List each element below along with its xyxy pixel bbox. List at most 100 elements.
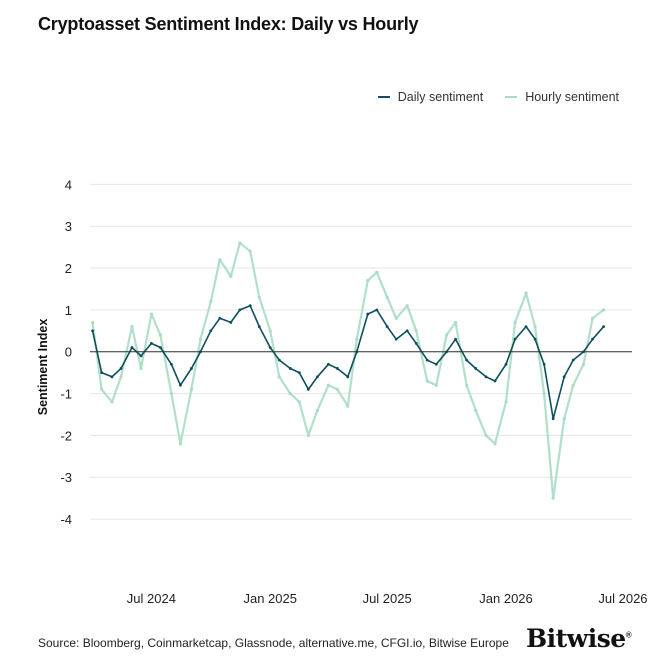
- legend: Daily sentiment Hourly sentiment: [377, 90, 619, 104]
- daily-point: [190, 367, 193, 370]
- daily-point: [268, 346, 272, 349]
- hourly-point: [571, 383, 575, 387]
- hourly-point: [229, 274, 233, 279]
- x-tick-label: Jul 2025: [363, 591, 412, 606]
- daily-point: [119, 367, 123, 370]
- daily-point: [551, 417, 555, 421]
- y-tick-label: 4: [65, 177, 72, 192]
- daily-point: [375, 308, 379, 312]
- hourly-point: [504, 400, 508, 404]
- daily-point: [248, 304, 252, 308]
- x-tick-label: Jul 2026: [598, 591, 647, 606]
- hourly-point: [209, 299, 213, 304]
- source-note: Source: Bloomberg, Coinmarketcap, Glassn…: [38, 636, 509, 650]
- daily-point: [288, 367, 292, 370]
- y-tick-label: -1: [60, 387, 72, 402]
- hourly-sentiment-line: [91, 241, 605, 500]
- hourly-point: [149, 312, 153, 316]
- bitwise-logo: Bitwise®: [526, 624, 632, 653]
- daily-point: [229, 321, 233, 324]
- hourly-point: [306, 433, 310, 438]
- daily-point: [513, 337, 517, 341]
- daily-point: [306, 387, 310, 391]
- daily-point: [209, 329, 213, 333]
- daily-point: [277, 358, 281, 362]
- hourly-point: [454, 320, 458, 325]
- daily-point: [91, 329, 94, 333]
- y-tick-label: -3: [60, 470, 72, 485]
- hourly-point: [257, 295, 261, 299]
- hourly-point: [119, 375, 123, 379]
- hourly-point: [375, 270, 379, 274]
- daily-point: [465, 358, 469, 362]
- hourly-point: [513, 320, 517, 325]
- daily-point: [454, 337, 458, 341]
- daily-point: [434, 362, 438, 366]
- y-tick-label: 0: [65, 345, 72, 360]
- hourly-point: [434, 383, 438, 387]
- daily-point: [493, 379, 497, 383]
- chart-title: Cryptoasset Sentiment Index: Daily vs Ho…: [38, 14, 419, 34]
- hourly-point: [590, 316, 595, 320]
- hourly-point: [551, 496, 555, 500]
- daily-point: [297, 371, 301, 375]
- daily-point: [484, 375, 488, 379]
- y-tick-label: 3: [65, 219, 72, 234]
- hourly-point: [562, 417, 566, 421]
- daily-point: [405, 329, 409, 333]
- daily-point: [394, 337, 398, 341]
- hourly-point: [315, 408, 319, 412]
- hourly-point: [524, 291, 528, 295]
- daily-point: [326, 362, 330, 366]
- daily-point: [315, 375, 319, 379]
- daily-point: [149, 341, 153, 345]
- daily-point: [366, 312, 370, 316]
- daily-point: [414, 341, 418, 345]
- daily-point: [169, 362, 173, 366]
- hourly-point: [139, 366, 143, 371]
- hourly-point: [385, 295, 389, 299]
- y-axis-label: Sentiment Index: [36, 319, 50, 416]
- hourly-point: [394, 316, 398, 320]
- y-tick-labels: 4 3 2 1 0 -1 -2 -3 -4: [60, 177, 72, 527]
- x-tick-label: Jul 2024: [127, 591, 176, 606]
- daily-point: [504, 362, 508, 366]
- legend-swatch-hourly: [505, 96, 518, 98]
- daily-point: [602, 325, 605, 329]
- daily-point: [100, 371, 104, 375]
- hourly-point: [100, 387, 104, 391]
- hourly-point: [346, 404, 350, 408]
- daily-point: [159, 346, 162, 349]
- daily-point: [524, 325, 528, 329]
- hourly-point: [326, 383, 330, 387]
- hourly-point: [158, 333, 163, 337]
- hourly-point: [405, 304, 409, 308]
- hourly-point: [465, 383, 469, 387]
- hourly-point: [169, 391, 173, 396]
- daily-point: [425, 358, 429, 362]
- daily-point: [591, 337, 594, 341]
- daily-point: [238, 308, 242, 312]
- hourly-point: [484, 433, 488, 438]
- y-tick-label: 1: [65, 303, 72, 318]
- hourly-point: [355, 337, 359, 341]
- hourly-point: [277, 375, 281, 379]
- x-tick-label: Jan 2026: [479, 591, 533, 606]
- hourly-point: [542, 391, 546, 396]
- daily-point: [110, 375, 114, 379]
- hourly-point: [288, 391, 292, 396]
- hourly-point: [130, 325, 134, 329]
- legend-swatch-daily: [377, 96, 390, 98]
- hourly-point: [414, 329, 418, 333]
- y-tick-label: -4: [60, 512, 72, 527]
- x-tick-labels: Jul 2024 Jan 2025 Jul 2025 Jan 2026 Jul 2026: [127, 591, 648, 606]
- legend-label-daily: Daily sentiment: [397, 90, 484, 104]
- hourly-point: [248, 249, 252, 253]
- legend-item-daily: Daily sentiment: [377, 90, 484, 104]
- hourly-point: [581, 362, 586, 366]
- daily-point: [179, 383, 182, 387]
- hourly-point: [335, 387, 340, 391]
- daily-point: [336, 367, 339, 370]
- hourly-point: [238, 241, 242, 245]
